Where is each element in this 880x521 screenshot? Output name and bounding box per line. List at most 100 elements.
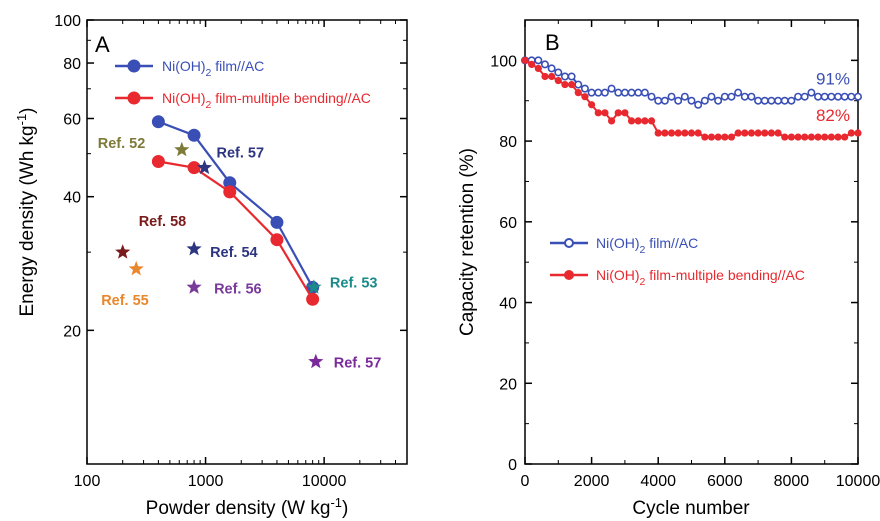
data-point — [534, 56, 543, 65]
panel-a-x-axis-label: Powder density (W kg-1) — [146, 495, 349, 519]
data-point — [754, 96, 763, 105]
reference-star — [115, 244, 131, 259]
panel-b-series-1: 91% — [520, 56, 862, 109]
data-point — [701, 133, 709, 141]
x-tick-label: 0 — [521, 473, 530, 490]
data-point — [667, 129, 676, 137]
data-point — [568, 80, 576, 89]
data-point — [567, 72, 576, 81]
end-value-label: 82% — [816, 106, 850, 125]
panel-a-y-ticks: 20 40 60 80 100 — [54, 13, 407, 340]
data-point — [528, 60, 536, 68]
data-point — [306, 292, 320, 306]
data-point — [621, 109, 629, 117]
data-point — [554, 68, 563, 77]
data-point — [654, 129, 662, 137]
reference-star — [308, 353, 324, 369]
y-tick-label: 60 — [499, 215, 517, 232]
data-point — [854, 129, 862, 137]
y-tick-label: 20 — [63, 323, 81, 340]
panel-a-y-axis-label: Energy density (Wh kg-1) — [14, 107, 38, 316]
reference-label: Ref. 53 — [330, 275, 378, 291]
x-tick-label: 1000 — [188, 473, 224, 490]
x-tick-label: 8000 — [774, 473, 810, 490]
panel-b: 0 2000 4000 6000 8000 10000 0 20 40 60 80 100 91% 8… — [457, 19, 880, 519]
panel-b-series-2: 82% — [521, 56, 862, 141]
data-point — [781, 133, 789, 141]
panel-b-y-ticks: 0 20 40 60 80 100 — [490, 53, 858, 474]
data-point — [640, 88, 649, 97]
data-point — [714, 96, 723, 105]
data-point — [694, 129, 702, 137]
panel-b-label: B — [545, 30, 560, 55]
y-tick-label: 100 — [54, 13, 81, 30]
data-point — [767, 96, 776, 105]
reference-star — [306, 279, 322, 294]
x-tick-label: 100 — [74, 473, 101, 490]
data-point — [834, 133, 842, 141]
data-point — [627, 88, 636, 97]
data-point — [270, 215, 284, 229]
x-tick-label: 4000 — [640, 473, 676, 490]
data-point — [774, 129, 782, 137]
data-point — [574, 80, 583, 89]
data-point — [681, 129, 689, 137]
x-tick-label: 10000 — [302, 473, 347, 490]
data-point — [607, 84, 616, 93]
reference-star — [186, 279, 202, 294]
data-point — [151, 155, 165, 169]
reference-label: Ref. 57 — [217, 146, 265, 162]
panel-a-x-ticks: 100 1000 10000 — [74, 20, 408, 490]
reference-star — [174, 141, 190, 157]
data-point — [534, 64, 542, 73]
data-point — [661, 129, 669, 137]
data-point — [787, 96, 796, 105]
data-point — [687, 129, 696, 137]
data-point — [740, 92, 749, 101]
legend-marker — [127, 59, 141, 73]
legend-label: Ni(OH)2 film-multiple bending//AC — [596, 267, 805, 288]
end-value-label: 91% — [816, 70, 850, 89]
data-point — [720, 92, 729, 101]
data-point — [774, 96, 783, 105]
data-point — [840, 92, 849, 101]
panel-a-label: A — [95, 32, 110, 57]
panel-b-y-axis-label: Capacity retention (%) — [457, 148, 478, 336]
data-point — [521, 56, 529, 64]
data-point — [741, 129, 749, 137]
reference-label: Ref. 58 — [139, 214, 187, 230]
data-point — [594, 109, 602, 117]
data-point — [540, 60, 549, 69]
data-point — [270, 233, 284, 247]
data-point — [588, 101, 596, 109]
data-point — [761, 129, 769, 137]
data-point — [601, 109, 609, 117]
data-point — [680, 92, 689, 101]
data-point — [667, 92, 676, 101]
y-tick-label: 80 — [63, 56, 81, 73]
data-point — [634, 88, 643, 97]
data-point — [807, 133, 815, 141]
data-point — [660, 96, 669, 105]
data-point — [707, 92, 716, 101]
data-point — [721, 133, 729, 141]
data-point — [847, 92, 856, 101]
data-point — [814, 92, 823, 101]
data-point — [620, 88, 629, 97]
data-point — [747, 92, 756, 101]
data-point — [734, 88, 743, 97]
data-point — [834, 92, 843, 101]
data-point — [634, 117, 642, 125]
y-tick-label: 0 — [508, 457, 517, 474]
data-point — [554, 76, 562, 85]
data-point — [607, 117, 616, 125]
data-point — [727, 133, 736, 141]
data-point — [847, 129, 855, 137]
data-point — [760, 96, 769, 105]
y-tick-label: 40 — [499, 296, 517, 313]
data-point — [647, 92, 656, 101]
legend-label: Ni(OH)2 film//AC — [596, 235, 698, 256]
data-point — [548, 72, 556, 81]
panel-a-plot-frame — [86, 19, 408, 465]
